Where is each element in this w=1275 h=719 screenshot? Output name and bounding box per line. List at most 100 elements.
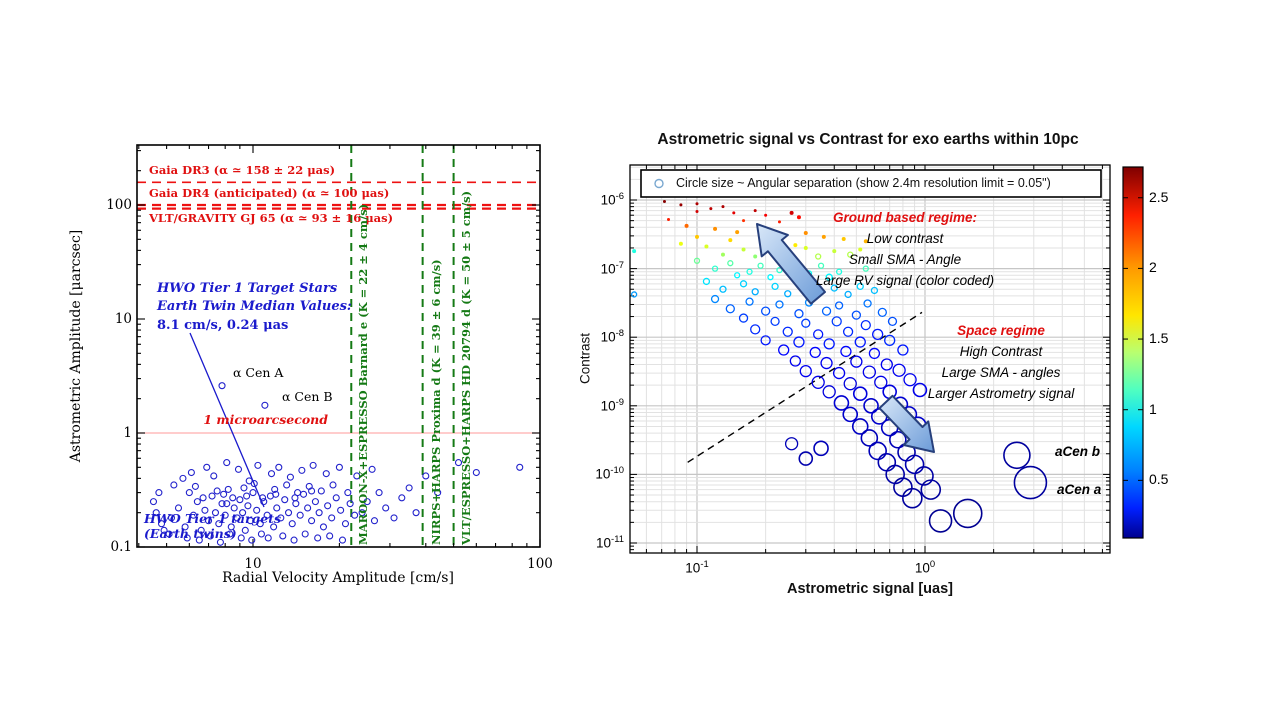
exo-earth-point: [912, 382, 928, 398]
hwo-target-point: [244, 502, 252, 510]
hwo-target-point: [160, 526, 168, 534]
one-microarcsecond-label: 1 microarcsecond: [203, 412, 328, 427]
exo-earth-point: [825, 273, 833, 281]
y-tick-label: 10-11: [596, 534, 624, 551]
hwo-target-point: [226, 530, 234, 538]
space-regime-title: Space regime: [957, 323, 1045, 338]
hwo-target-point: [211, 509, 220, 517]
x-tick-label: 10-1: [685, 559, 709, 576]
hwo-target-point: [236, 496, 244, 504]
callout-line-3: 8.1 cm/s, 0.24 μas: [157, 318, 289, 333]
exo-earth-point: [684, 223, 689, 228]
exo-earth-point: [741, 247, 746, 252]
exo-earth-point: [815, 253, 822, 260]
exo-earth-point: [760, 306, 771, 316]
ground-regime-line-3: Large RV signal (color coded): [815, 273, 995, 288]
colorbar: [1122, 166, 1144, 539]
hwo-target-point: [335, 463, 343, 471]
exo-earth-point: [746, 268, 753, 275]
right-x-axis-title: Astrometric signal [uas]: [787, 581, 953, 597]
exo-earth-point: [789, 210, 794, 215]
hwo-target-point: [206, 532, 214, 540]
exo-earth-point: [822, 385, 836, 399]
hwo-target-point: [319, 523, 328, 531]
exo-earth-point: [801, 318, 811, 328]
exo-earth-point: [892, 363, 906, 377]
hwo-target-point: [218, 500, 226, 508]
left-x-axis-title: Radial Velocity Amplitude [cm/s]: [222, 570, 454, 586]
exo-earth-point: [850, 355, 863, 368]
hwo-target-point: [332, 494, 340, 502]
hwo-target-point: [338, 536, 347, 544]
exo-earth-point: [877, 307, 887, 318]
hwo-target-point: [254, 461, 262, 469]
hwo-target-point: [314, 534, 322, 542]
hwo-target-point: [283, 481, 291, 489]
gaia-dr4-line-label: Gaia DR4 (anticipated) (α ≃ 100 μas): [149, 186, 390, 200]
ground-regime-line-2: Small SMA - Angle: [848, 252, 962, 267]
hwo-target-point: [516, 463, 524, 471]
hwo-target-point: [291, 494, 299, 502]
hwo-target-point: [341, 520, 350, 528]
hwo-target-point: [315, 509, 323, 517]
exo-earth-point: [863, 239, 868, 244]
hwo-target-point: [322, 470, 330, 478]
exo-earth-point: [782, 326, 793, 337]
exo-earth-point: [753, 209, 757, 213]
hwo-target-point: [412, 509, 420, 517]
exo-earth-point: [813, 440, 829, 457]
space-regime-block: Space regime High Contrast Large SMA - a…: [895, 320, 1107, 404]
exo-earth-point: [720, 252, 725, 257]
hwo-target-point: [233, 514, 241, 522]
hwo-target-point: [351, 511, 359, 519]
hwo-target-point: [263, 511, 271, 519]
hwo-target-point: [221, 511, 229, 519]
hwo-target-point: [256, 520, 264, 528]
exo-earth-point: [770, 316, 780, 327]
hwo-target-point: [197, 526, 205, 534]
exo-earth-point: [757, 262, 764, 269]
exo-earth-point: [820, 356, 833, 370]
exo-earth-point: [793, 243, 798, 248]
exo-earth-point: [630, 291, 638, 298]
hwo-target-point: [324, 502, 332, 510]
gaia-dr3-line-label: Gaia DR3 (α ≃ 158 ± 22 μas): [149, 163, 336, 177]
exo-earth-point: [860, 429, 879, 447]
exo-earth-point: [851, 418, 869, 435]
exo-earth-point: [798, 451, 814, 466]
maroon-x-line-label: MAROON-X+ESPRESSO Barnard e (K = 22 ± 4 …: [356, 203, 370, 545]
hwo-target-point: [346, 500, 354, 508]
legend-text: Circle size ~ Angular separation (show 2…: [676, 176, 1051, 190]
exo-earth-point: [920, 479, 942, 500]
exo-earth-point: [863, 299, 872, 308]
hwo-target-point: [308, 517, 316, 525]
hwo-target-point: [301, 530, 309, 538]
callout-line-1: HWO Tier 1 Target Stars: [157, 281, 338, 296]
hwo-target-point: [241, 526, 249, 534]
exo-earth-point: [811, 375, 825, 389]
hwo-target-point: [230, 504, 238, 512]
exo-earth-point: [821, 234, 826, 239]
hwo-target-point: [405, 484, 413, 492]
hwo-target-point: [189, 511, 197, 519]
x-tick-label: 10: [244, 556, 262, 572]
exo-earth-point: [842, 326, 854, 337]
exo-earth-point: [914, 466, 934, 486]
exo-earth-point: [733, 272, 741, 279]
x-tick-label: 100: [527, 556, 553, 572]
exo-earth-point: [887, 316, 898, 327]
exo-earth-point: [809, 346, 821, 359]
exo-earth-point: [823, 338, 835, 350]
exo-earth-point: [903, 373, 917, 387]
hwo-target-point: [208, 492, 216, 500]
exo-earth-point: [775, 300, 784, 309]
hwo-target-point: [234, 465, 243, 473]
exo-earth-point: [778, 344, 790, 356]
exo-earth-point: [738, 313, 749, 323]
exo-earth-point: [702, 277, 711, 286]
exo-earth-point: [832, 249, 837, 254]
alpha-cen-b-label: α Cen B: [282, 389, 333, 404]
exo-earth-point: [695, 209, 699, 213]
